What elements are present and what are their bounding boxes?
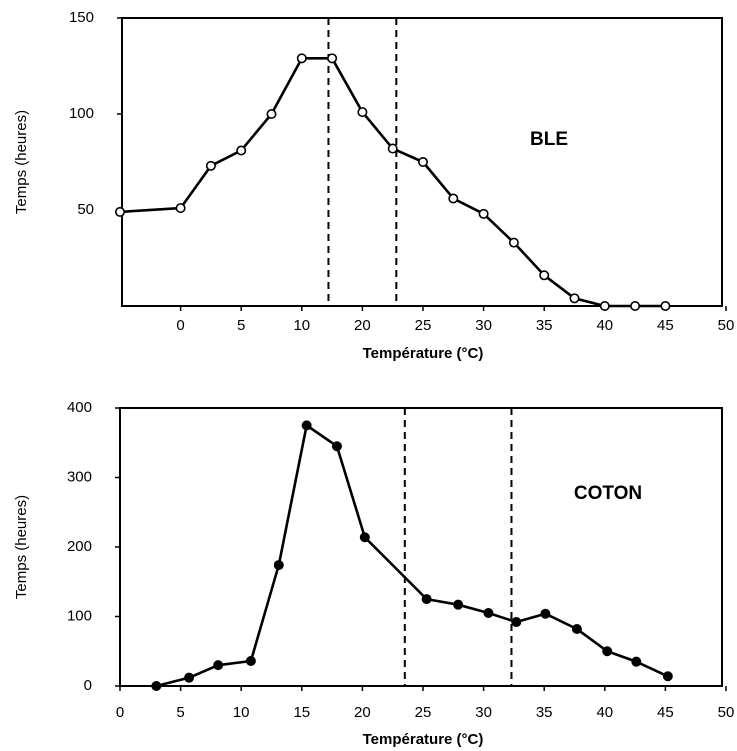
x-tick-label: 20 — [354, 704, 371, 721]
y-tick-label: 0 — [84, 677, 92, 694]
x-tick-label: 35 — [536, 704, 553, 721]
data-point — [448, 193, 459, 204]
data-point — [599, 300, 610, 311]
data-point — [569, 293, 580, 304]
x-tick-label: 40 — [596, 704, 613, 721]
data-point — [539, 270, 550, 281]
data-point — [213, 660, 224, 671]
data-point — [511, 617, 522, 628]
x-tick-label: 10 — [293, 317, 310, 334]
data-point — [357, 107, 368, 118]
x-tick-label: 20 — [354, 317, 371, 334]
data-point — [387, 143, 398, 154]
y-axis-title: Temps (heures) — [13, 495, 30, 599]
data-point — [421, 594, 432, 605]
x-tick-label: 10 — [233, 704, 250, 721]
data-point — [508, 237, 519, 248]
data-point — [359, 532, 370, 543]
annotation: COTON — [574, 483, 642, 504]
y-tick-label: 200 — [67, 538, 92, 555]
data-point — [236, 145, 247, 156]
x-tick-label: 40 — [596, 317, 613, 334]
x-tick-label: 45 — [657, 704, 674, 721]
x-tick-label: 0 — [176, 317, 184, 334]
data-point — [631, 656, 642, 667]
y-tick-label: 100 — [69, 105, 94, 122]
data-point — [301, 420, 312, 431]
data-point — [151, 680, 162, 691]
x-tick-label: 50 — [718, 317, 735, 334]
x-tick-label: 15 — [293, 704, 310, 721]
x-tick-label: 5 — [176, 704, 184, 721]
data-point — [540, 608, 551, 619]
x-axis-title: Température (°C) — [363, 345, 484, 362]
y-tick-label: 150 — [69, 9, 94, 26]
x-tick-label: 50 — [718, 704, 735, 721]
plot-frame — [119, 407, 723, 687]
y-tick-label: 50 — [77, 201, 94, 218]
data-point — [478, 208, 489, 219]
x-tick-label: 45 — [657, 317, 674, 334]
y-tick-label: 400 — [67, 399, 92, 416]
x-tick-label: 30 — [475, 317, 492, 334]
x-tick-label: 25 — [415, 704, 432, 721]
y-axis-title: Temps (heures) — [13, 110, 30, 214]
x-tick-label: 30 — [475, 704, 492, 721]
data-point — [266, 109, 277, 120]
data-point — [296, 53, 307, 64]
x-tick-label: 35 — [536, 317, 553, 334]
x-axis-title: Température (°C) — [363, 731, 484, 748]
data-line — [156, 424, 669, 688]
data-point — [331, 441, 342, 452]
plot-frame — [121, 17, 723, 307]
x-tick-label: 0 — [116, 704, 124, 721]
data-point — [184, 672, 195, 683]
x-tick-label: 25 — [415, 317, 432, 334]
annotation: BLE — [530, 129, 568, 150]
x-tick-label: 5 — [237, 317, 245, 334]
data-point — [602, 646, 613, 657]
data-point — [205, 160, 216, 171]
data-point — [417, 157, 428, 168]
data-point — [175, 203, 186, 214]
data-line — [119, 57, 666, 308]
data-point — [115, 206, 126, 217]
data-point — [273, 560, 284, 571]
data-point — [245, 655, 256, 666]
data-point — [453, 599, 464, 610]
data-point — [327, 53, 338, 64]
data-point — [483, 608, 494, 619]
y-tick-label: 100 — [67, 607, 92, 624]
data-point — [660, 300, 671, 311]
y-tick-label: 300 — [67, 468, 92, 485]
data-point — [571, 624, 582, 635]
data-point — [662, 671, 673, 682]
data-point — [630, 300, 641, 311]
